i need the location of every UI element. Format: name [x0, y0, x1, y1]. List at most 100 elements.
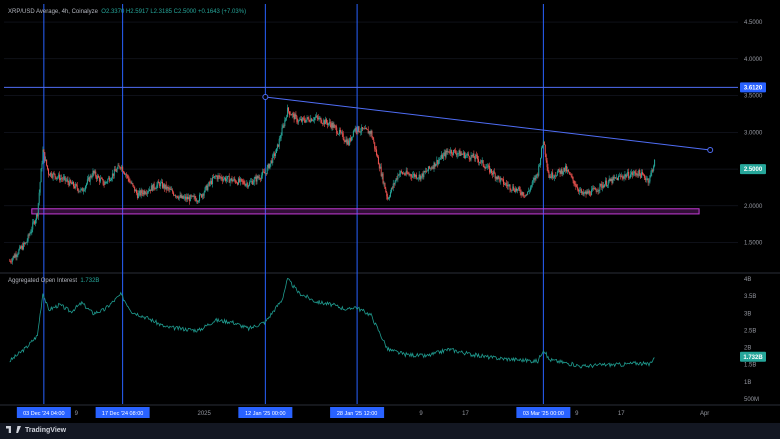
candle-body: [17, 253, 19, 256]
candle-body: [225, 179, 227, 181]
candle-body: [45, 159, 47, 161]
date-marker-badge[interactable]: [16, 407, 71, 418]
candle-body: [137, 193, 139, 199]
candle-body: [256, 176, 258, 182]
candle-body: [516, 188, 518, 191]
date-marker-badge[interactable]: [330, 407, 385, 418]
candle-body: [125, 174, 127, 176]
time-tick-label: 17: [618, 411, 625, 417]
candle-body: [497, 175, 499, 180]
candle-body: [272, 154, 274, 163]
candle-body: [142, 193, 144, 195]
candle-body: [74, 184, 76, 189]
candle-body: [589, 191, 591, 195]
candle-body: [300, 119, 302, 122]
candle-body: [201, 194, 203, 198]
date-marker-label: 17 Dec '24 08:00: [102, 411, 143, 417]
candle-body: [537, 174, 539, 176]
date-marker-badge[interactable]: [516, 407, 571, 418]
candle-body: [88, 177, 90, 182]
candle-body: [636, 174, 638, 175]
candle-body: [481, 160, 483, 161]
price-axes: 4.5000 4.0000 3.5000 3.0000 2.5000 2.0000 1.50…: [740, 20, 766, 403]
candle-body: [204, 187, 206, 193]
candle-body: [271, 160, 273, 163]
candle-body: [362, 127, 364, 130]
candle-body: [73, 186, 75, 189]
candle-body: [416, 178, 418, 179]
candle-body: [352, 130, 354, 137]
candle-body: [445, 150, 447, 157]
candle-body: [570, 174, 572, 177]
candle-body: [446, 150, 448, 153]
candle-body: [606, 185, 608, 187]
candle-body: [491, 173, 493, 175]
candle-body: [228, 176, 230, 183]
candle-body: [165, 184, 167, 190]
candle-body: [361, 127, 363, 132]
candle-body: [101, 178, 103, 180]
candle-body: [479, 162, 481, 163]
candle-body: [511, 189, 513, 191]
candle-body: [148, 191, 150, 192]
candle-body: [648, 181, 650, 183]
candle-body: [48, 174, 50, 176]
candle-body: [326, 119, 328, 123]
candle-body: [596, 190, 598, 192]
candle-body: [601, 184, 603, 188]
candle-body: [240, 178, 242, 180]
candle-body: [419, 174, 421, 180]
oi-legend[interactable]: Aggregated Open Interest 1.732B: [8, 278, 99, 284]
candle-body: [544, 144, 546, 155]
candle-body: [297, 121, 299, 123]
candle-body: [28, 234, 30, 236]
candle-body: [418, 174, 420, 178]
candle-body: [653, 166, 655, 171]
candle-body: [377, 156, 379, 165]
candle-body: [326, 122, 328, 125]
candle-body: [110, 179, 112, 181]
candle-body: [146, 193, 148, 194]
drawing-annotations[interactable]: [4, 86, 738, 215]
candle-body: [178, 196, 180, 199]
candle-body: [128, 178, 130, 182]
candle-body: [214, 175, 216, 177]
candle-body: [293, 113, 295, 120]
candle-body: [23, 243, 25, 244]
candle-body: [181, 195, 183, 198]
candle-body: [282, 125, 284, 128]
candle-body: [175, 195, 177, 197]
candle-body: [619, 175, 621, 177]
descending-trendline[interactable]: [265, 96, 711, 151]
candle-body: [593, 187, 595, 189]
candle-body: [84, 189, 86, 191]
candle-body: [469, 158, 471, 160]
support-zone[interactable]: [31, 208, 700, 215]
candle-body: [368, 131, 370, 134]
date-marker-badge[interactable]: [238, 407, 293, 418]
candle-body: [334, 125, 336, 127]
candle-body: [296, 116, 298, 122]
candle-body: [505, 183, 507, 185]
candle-body: [550, 176, 552, 178]
trendline-anchor-end[interactable]: [707, 146, 714, 153]
candle-body: [508, 184, 510, 186]
candle-body: [246, 183, 248, 185]
candle-body: [70, 179, 72, 183]
candle-body: [517, 187, 519, 190]
candle-body: [306, 117, 308, 120]
date-marker-badge[interactable]: [95, 407, 150, 418]
symbol-legend[interactable]: XRP/USD Average, 4h, Coinalyze O2.3370 H…: [8, 9, 246, 15]
tradingview-logo[interactable]: TradingView: [6, 426, 66, 434]
candle-body: [104, 182, 106, 185]
candle-body: [30, 232, 32, 234]
candle-body: [423, 171, 425, 178]
candle-body: [231, 178, 233, 182]
candle-body: [635, 172, 637, 175]
candle-body: [320, 117, 322, 123]
candle-body: [427, 170, 429, 172]
trendline-anchor-start[interactable]: [262, 94, 269, 101]
candle-body: [602, 185, 604, 188]
candle-body: [457, 153, 459, 154]
